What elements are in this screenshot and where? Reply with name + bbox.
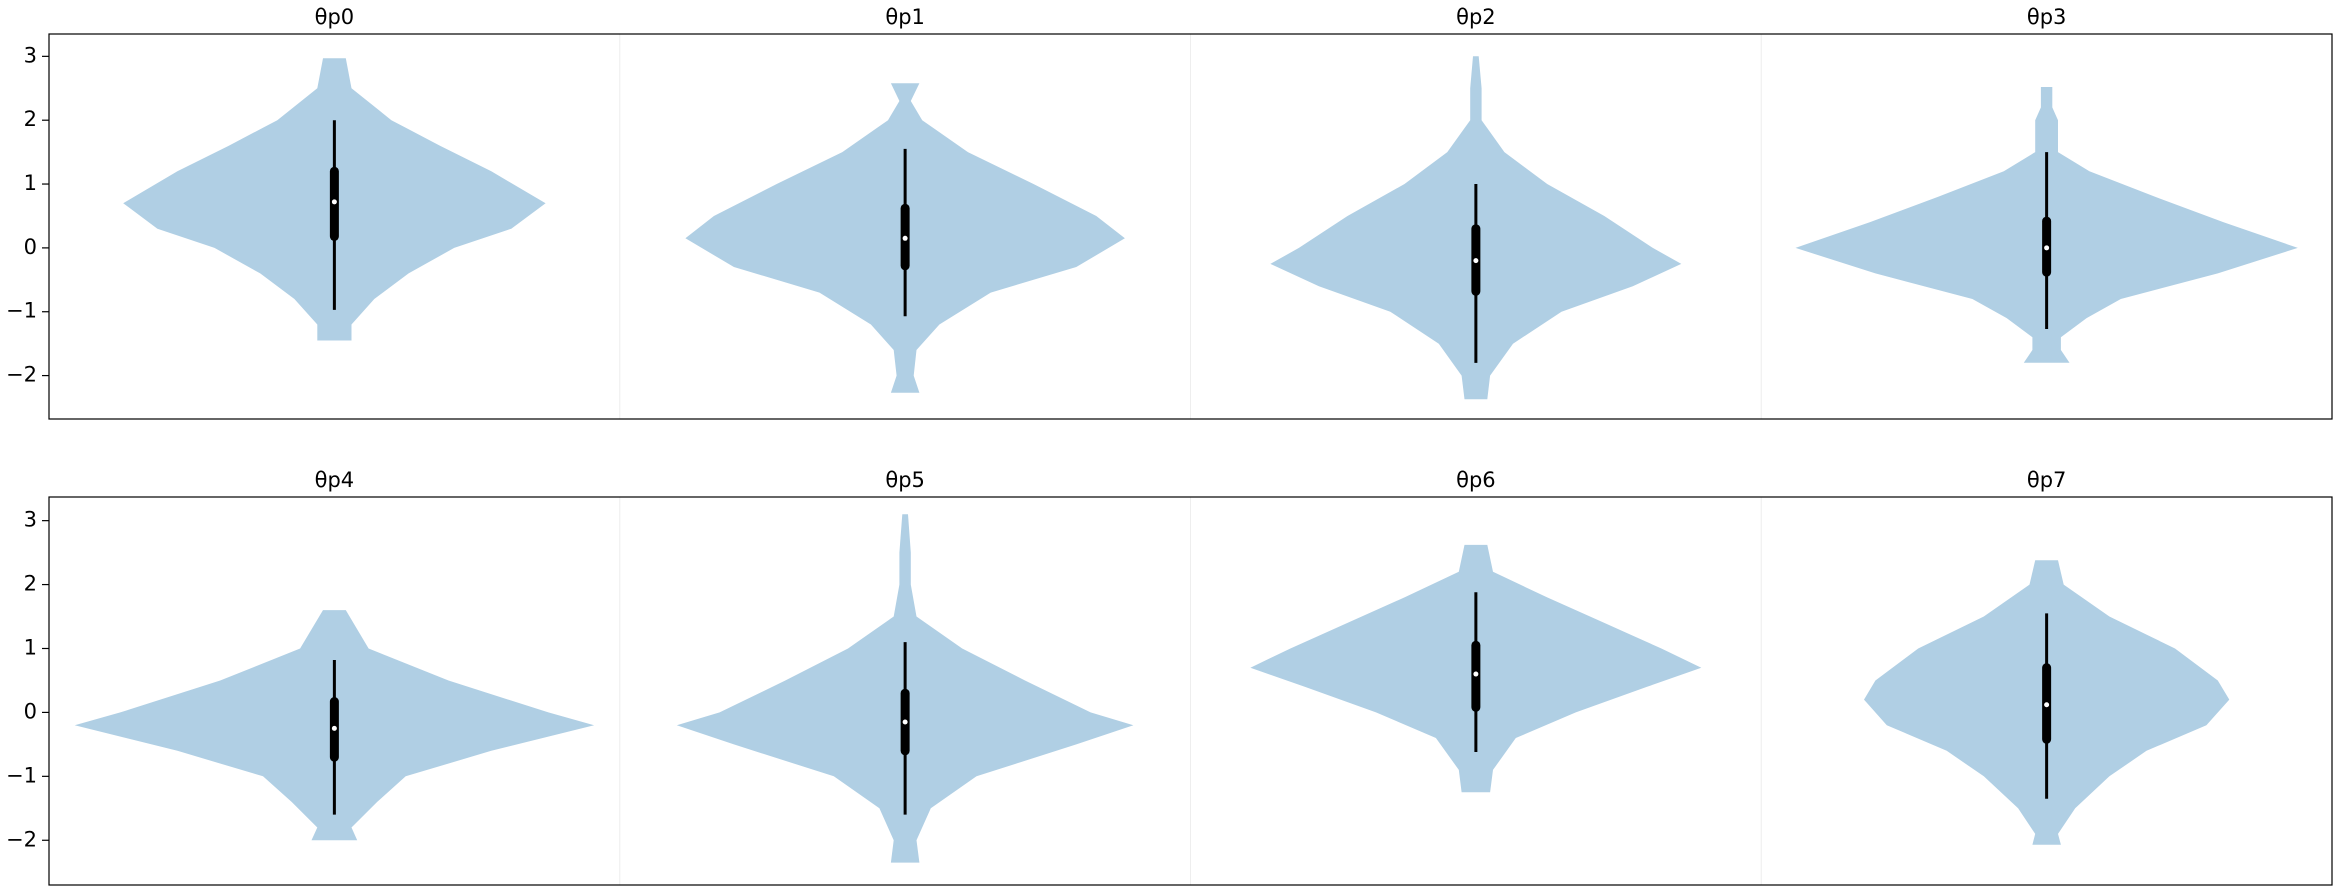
median: [2044, 702, 2050, 708]
median: [331, 199, 337, 205]
y-tick-label: 3: [24, 508, 37, 532]
violin-title: θp2: [1456, 5, 1496, 29]
y-tick-label: 1: [24, 171, 37, 195]
y-tick-label: −2: [6, 827, 37, 851]
violin-title: θp5: [885, 468, 925, 492]
y-tick-label: 1: [24, 635, 37, 659]
y-tick-label: 2: [24, 107, 37, 131]
y-tick-label: 3: [24, 43, 37, 67]
violin-title: θp6: [1456, 468, 1496, 492]
y-tick-label: −2: [6, 363, 37, 387]
axes-frame: [48, 33, 2333, 420]
axes-frame: [48, 496, 2333, 886]
y-tick-label: 0: [24, 235, 37, 259]
violin-title: θp3: [2027, 5, 2067, 29]
y-tick-label: 0: [24, 699, 37, 723]
median: [902, 235, 908, 241]
median: [1473, 258, 1479, 264]
median: [1473, 671, 1479, 677]
violin-title: θp4: [315, 468, 355, 492]
median: [902, 719, 908, 725]
violin-title: θp7: [2027, 468, 2067, 492]
violin-title: θp0: [315, 5, 355, 29]
median: [331, 725, 337, 731]
y-tick-label: −1: [6, 299, 37, 323]
violin-title: θp1: [885, 5, 925, 29]
y-tick-label: 2: [24, 572, 37, 596]
median: [2044, 245, 2050, 251]
y-tick-label: −1: [6, 763, 37, 787]
